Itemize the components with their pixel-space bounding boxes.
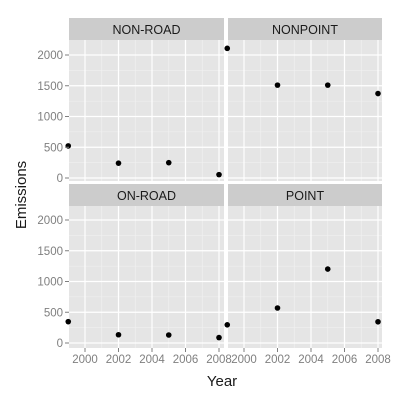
data-point [274,82,281,88]
x-tick-label: 2004 [139,354,165,366]
facet-nonpoint: NONPOINT [224,18,382,181]
panel-background [69,206,224,348]
x-tick-label: 2000 [72,354,98,366]
y-tick-label: 0 [57,338,63,350]
facet-point: POINT [224,184,382,348]
y-tick-label: 1500 [37,81,63,93]
data-point [216,171,222,178]
data-point [224,321,231,328]
y-tick-label: 1000 [37,112,63,124]
data-point [115,160,122,166]
data-point [375,318,381,325]
facet-strip-label: ON-ROAD [117,189,176,203]
facet-panels: NON-ROAD NONPOINT ON-ROAD POINT [65,18,382,348]
panel-background [228,206,382,348]
data-point [224,45,231,52]
x-axis-label: Year [207,373,237,390]
y-tick-label: 500 [44,142,63,154]
data-point [65,318,72,325]
y-tick-label: 2000 [37,50,63,62]
x-tick-label: 2002 [106,354,132,366]
facet-strip-label: NON-ROAD [112,23,180,37]
x-tick-label: 2008 [206,354,232,366]
facet-strip-label: POINT [286,189,325,203]
x-tick-label: 2002 [265,354,291,366]
data-point [165,159,172,166]
x-tick-label: 2008 [365,354,391,366]
facet-strip [228,18,382,40]
y-axis-label: Emissions [13,161,30,229]
facet-strip [69,18,224,40]
data-point [65,143,72,149]
x-tick-label: 2006 [173,354,199,366]
data-point [216,334,222,341]
data-point [375,90,381,97]
y-axis-ticks: 0 500 1000 1500 2000 0 500 1000 1500 2000 [37,50,69,350]
data-point [115,331,122,338]
y-tick-label: 1000 [37,277,63,289]
x-tick-label: 2004 [298,354,324,366]
x-axis-ticks: 2000 2002 2004 2006 2008 2000 2002 2004 2006 2008 [72,348,391,366]
y-tick-label: 0 [57,173,63,185]
facet-strip [228,184,382,206]
panel-background [228,40,382,181]
data-point [324,82,331,88]
data-point [274,305,281,311]
facet-strip-label: NONPOINT [272,23,338,37]
facet-non-road: NON-ROAD [65,18,224,181]
facet-strip [69,184,224,206]
x-tick-label: 2006 [332,354,358,366]
x-tick-label: 2000 [231,354,257,366]
y-tick-label: 2000 [37,215,63,227]
facet-on-road: ON-ROAD [65,184,224,348]
y-tick-label: 1500 [37,246,63,258]
data-point [324,266,331,272]
y-tick-label: 500 [44,307,63,319]
panel-background [69,40,224,181]
data-point [165,332,172,338]
